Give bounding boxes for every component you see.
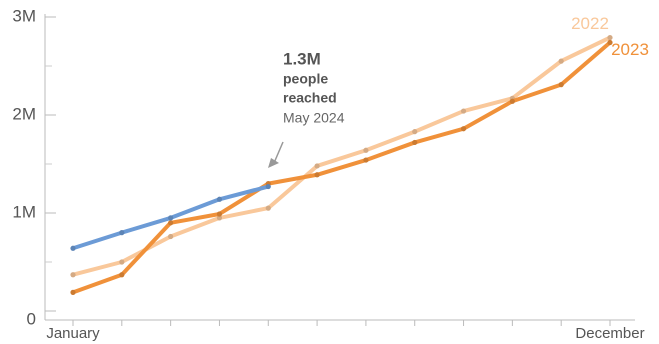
point [363,157,369,163]
point [265,183,271,190]
point [509,98,515,104]
y-tick-label: 0 [27,309,36,328]
point [168,220,174,226]
point [607,39,613,46]
y-tick-label: 2M [12,104,36,123]
annotation-text: people [283,71,328,87]
point [216,211,223,217]
series-label: 2023 [611,40,649,59]
annotation-arrow [273,141,284,164]
point [70,289,76,295]
annotation-text: reached [283,90,337,106]
series-label: 2022 [571,14,609,33]
series-line [71,40,612,295]
y-tick-label: 3M [12,6,36,25]
x-tick-label: January [46,325,100,342]
annotation-text: 1.3M [283,49,321,68]
point [558,82,564,88]
x-tick-label: December [575,325,644,342]
point [168,233,174,240]
point [70,272,76,278]
point [412,139,418,146]
point [412,129,418,135]
point [314,163,320,169]
point [70,245,76,251]
annotation-arrowhead [268,158,279,168]
point [119,259,125,265]
point [558,58,564,64]
point [216,196,223,202]
annotation-text: May 2024 [283,110,345,126]
point [460,126,467,132]
point [460,108,467,114]
y-tick-label: 1M [12,202,36,221]
series-line [71,35,612,277]
point [216,215,223,221]
point [119,230,125,236]
point [607,34,613,41]
point [363,147,369,153]
point [119,272,125,278]
point [168,215,174,221]
point [314,172,320,178]
point [265,205,271,211]
